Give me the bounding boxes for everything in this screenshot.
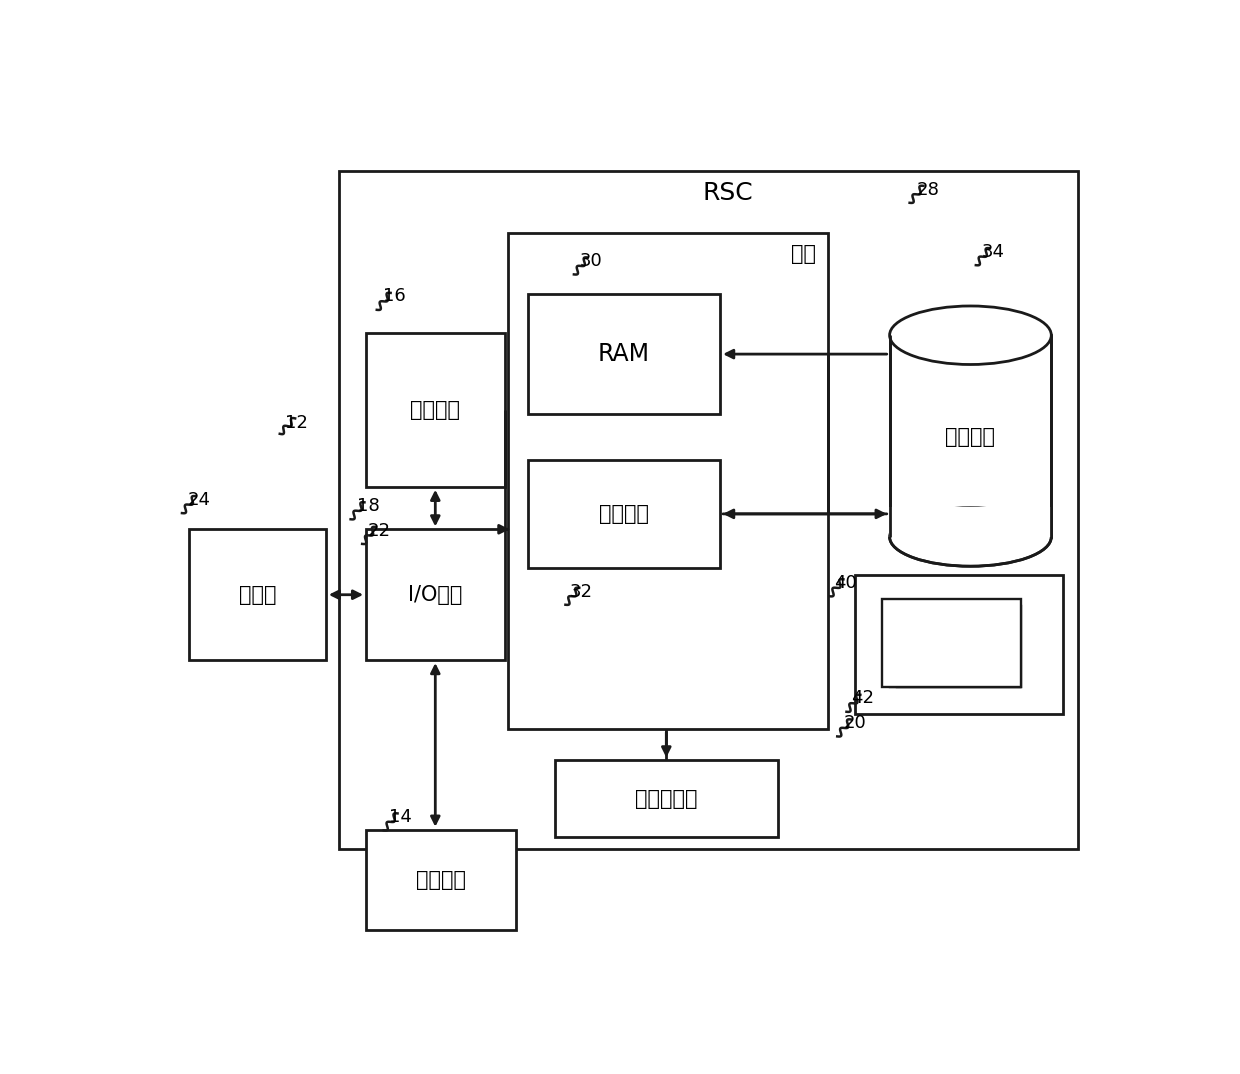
Bar [889, 335, 1052, 537]
Bar [339, 171, 1079, 848]
Text: 32: 32 [570, 583, 593, 601]
Bar [366, 529, 505, 661]
Bar [528, 460, 720, 568]
Text: 存储系统: 存储系统 [945, 426, 996, 447]
Bar [366, 333, 505, 487]
Text: 28: 28 [916, 182, 940, 200]
Bar [889, 603, 1021, 687]
Bar [554, 760, 777, 838]
Bar [366, 829, 516, 930]
Text: RSC: RSC [703, 182, 753, 205]
Bar [188, 529, 326, 661]
Text: 34: 34 [982, 243, 1004, 261]
Text: 18: 18 [357, 497, 379, 514]
Text: RAM: RAM [598, 343, 650, 366]
Ellipse shape [889, 306, 1052, 364]
Text: 内存: 内存 [791, 245, 816, 264]
Text: 网络适配器: 网络适配器 [635, 788, 698, 809]
Text: 40: 40 [835, 574, 857, 592]
Text: 处理单元: 处理单元 [410, 400, 460, 420]
Bar [508, 233, 828, 729]
Bar [898, 607, 1021, 687]
Ellipse shape [889, 508, 1052, 566]
Text: 显示器: 显示器 [238, 584, 277, 605]
Text: I/O接口: I/O接口 [408, 584, 463, 605]
Bar [528, 294, 720, 413]
Text: 22: 22 [367, 522, 391, 539]
Text: 12: 12 [285, 413, 308, 432]
Bar [854, 576, 1063, 714]
Text: 30: 30 [580, 252, 603, 270]
Text: 16: 16 [383, 287, 405, 305]
Text: 14: 14 [389, 808, 412, 826]
Bar [882, 598, 1021, 687]
Text: 24: 24 [187, 491, 211, 509]
Bar [889, 507, 1052, 537]
Text: 外部设备: 外部设备 [417, 870, 466, 889]
Text: 42: 42 [851, 690, 874, 708]
Text: 20: 20 [843, 714, 867, 732]
Text: 高速缓存: 高速缓存 [599, 504, 649, 524]
